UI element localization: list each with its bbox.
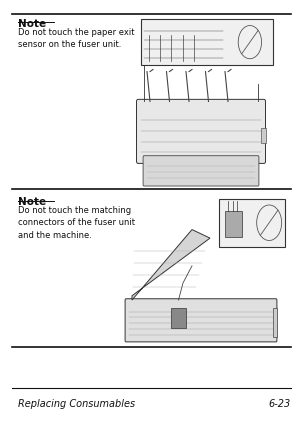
FancyBboxPatch shape [219,199,285,247]
FancyBboxPatch shape [143,156,259,187]
FancyBboxPatch shape [141,20,273,66]
FancyBboxPatch shape [125,299,277,342]
FancyBboxPatch shape [171,308,186,329]
Text: Note: Note [18,19,46,29]
Text: Do not touch the matching
connectors of the fuser unit
and the machine.: Do not touch the matching connectors of … [18,205,135,239]
FancyBboxPatch shape [136,100,266,164]
Text: 6-23: 6-23 [269,397,291,408]
FancyBboxPatch shape [261,129,266,144]
Text: Replacing Consumables: Replacing Consumables [18,397,135,408]
Text: Do not touch the paper exit
sensor on the fuser unit.: Do not touch the paper exit sensor on th… [18,28,134,49]
Polygon shape [132,230,210,300]
Text: Note: Note [18,197,46,207]
FancyBboxPatch shape [225,211,242,238]
FancyBboxPatch shape [273,308,277,337]
